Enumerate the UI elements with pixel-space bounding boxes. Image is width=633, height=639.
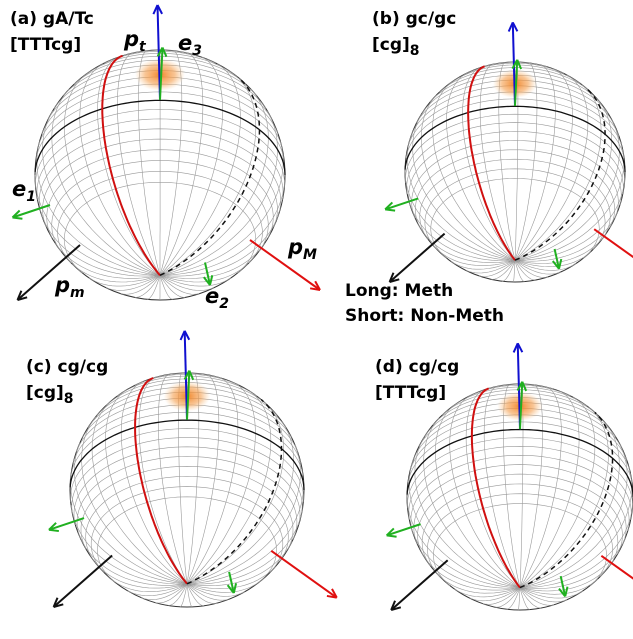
- panel-sequence: [cg]8: [26, 383, 74, 407]
- arrow-head: [385, 209, 395, 210]
- subscript: 1: [26, 189, 36, 205]
- figure: (a) gA/Tc [TTTcg] (b) gc/gc [cg]8 (c) cg…: [0, 0, 633, 639]
- vector-label: e1: [12, 177, 36, 205]
- panel-sequence: [TTTcg]: [10, 35, 81, 55]
- symbol: p: [54, 273, 70, 297]
- sequence: [cg]: [26, 383, 64, 403]
- vector-arrow: [390, 234, 445, 282]
- vector-label: pM: [287, 235, 317, 263]
- symbol: e: [12, 177, 26, 201]
- subscript: m: [70, 285, 85, 301]
- panel-label: (a) gA/Tc: [10, 9, 94, 29]
- vector-arrow: [271, 551, 337, 598]
- arrow-head: [49, 530, 59, 531]
- sequence: [cg]: [372, 35, 410, 55]
- spheres: [13, 5, 633, 610]
- subscript: 8: [64, 391, 74, 407]
- legend-long: Long: Meth: [345, 281, 453, 301]
- vector-label: e2: [205, 284, 229, 312]
- arrow-head: [387, 535, 397, 536]
- panel-label: (d) cg/cg: [375, 357, 459, 377]
- arrow-head: [13, 218, 23, 219]
- subscript: 8: [410, 43, 420, 59]
- panel-label: (b) gc/gc: [372, 9, 456, 29]
- vector-label: e3: [178, 31, 202, 59]
- symbol: e: [178, 31, 192, 55]
- subscript: 3: [192, 43, 202, 59]
- vector-arrow: [54, 556, 113, 607]
- symbol: e: [205, 284, 219, 308]
- panel-sequence: [TTTcg]: [375, 383, 446, 403]
- panel-label: (c) cg/cg: [26, 357, 108, 377]
- legend-short: Short: Non-Meth: [345, 306, 504, 326]
- symbol: p: [123, 27, 139, 51]
- vector-label: pm: [54, 273, 85, 301]
- vector-label: pt: [123, 27, 147, 55]
- symbol: p: [287, 235, 303, 259]
- vector-arrow: [391, 560, 448, 610]
- subscript: M: [303, 247, 317, 263]
- subscript: 2: [219, 296, 229, 312]
- panel-sequence: [cg]8: [372, 35, 420, 59]
